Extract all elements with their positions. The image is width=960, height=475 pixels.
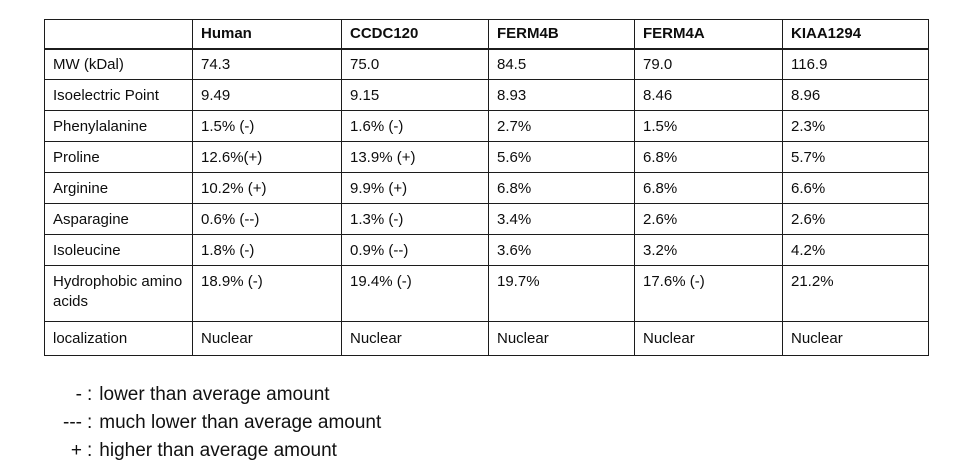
symbol-legend: - : lower than average amount --- : much… [40,381,381,465]
table-row-asparagine: Asparagine 0.6% (--) 1.3% (-) 3.4% 2.6% … [44,203,929,235]
column-header-blank [44,19,193,50]
legend-item-label: lower than average amount [99,384,330,405]
table-row-isoelectric-point: Isoelectric Point 9.49 9.15 8.93 8.46 8.… [44,79,929,111]
cell: Nuclear [192,321,342,356]
row-label: Arginine [44,172,193,204]
cell: 0.6% (--) [192,203,342,235]
cell: 5.6% [488,141,635,173]
cell: 1.6% (-) [341,110,489,142]
row-label: Isoelectric Point [44,79,193,111]
cell: 116.9 [782,48,929,80]
cell: 1.3% (-) [341,203,489,235]
legend-item-higher: + : higher than average amount [40,437,381,465]
row-label: localization [44,321,193,356]
row-label: Proline [44,141,193,173]
cell: 2.6% [634,203,783,235]
legend-item-much-lower: --- : much lower than average amount [40,409,381,437]
cell: 2.6% [782,203,929,235]
header-row: Human CCDC120 FERM4B FERM4A KIAA1294 [44,19,929,50]
cell: 17.6% (-) [634,265,783,322]
column-header-kiaa1294: KIAA1294 [782,19,929,50]
cell: 3.6% [488,234,635,266]
cell: 2.7% [488,110,635,142]
legend-item-label: higher than average amount [99,440,337,461]
legend-separator: : [87,384,93,405]
legend-item-label: much lower than average amount [99,412,382,433]
cell: 75.0 [341,48,489,80]
row-label: MW (kDal) [44,48,193,80]
row-label: Phenylalanine [44,110,193,142]
cell: Nuclear [634,321,783,356]
row-label: Hydrophobic amino acids [44,265,193,322]
table-row-proline: Proline 12.6%(+) 13.9% (+) 5.6% 6.8% 5.7… [44,141,929,173]
cell: 12.6%(+) [192,141,342,173]
cell: Nuclear [488,321,635,356]
triple-minus-symbol: --- [63,412,82,433]
row-label: Asparagine [44,203,193,235]
cell: 1.5% [634,110,783,142]
legend-separator: : [87,412,93,433]
cell: 13.9% (+) [341,141,489,173]
column-header-ferm4b: FERM4B [488,19,635,50]
cell: 9.49 [192,79,342,111]
table-row-localization: localization Nuclear Nuclear Nuclear Nuc… [44,321,929,356]
cell: 6.6% [782,172,929,204]
cell: Nuclear [782,321,929,356]
cell: 4.2% [782,234,929,266]
table-row-mw: MW (kDal) 74.3 75.0 84.5 79.0 116.9 [44,48,929,80]
cell: 8.96 [782,79,929,111]
cell: 74.3 [192,48,342,80]
table-row-arginine: Arginine 10.2% (+) 9.9% (+) 6.8% 6.8% 6.… [44,172,929,204]
cell: 1.8% (-) [192,234,342,266]
cell: 18.9% (-) [192,265,342,322]
cell: 6.8% [634,141,783,173]
cell: 0.9% (--) [341,234,489,266]
cell: 79.0 [634,48,783,80]
cell: 3.4% [488,203,635,235]
cell: 6.8% [488,172,635,204]
cell: 8.46 [634,79,783,111]
cell: 10.2% (+) [192,172,342,204]
cell: 19.4% (-) [341,265,489,322]
table-row-phenylalanine: Phenylalanine 1.5% (-) 1.6% (-) 2.7% 1.5… [44,110,929,142]
cell: 9.9% (+) [341,172,489,204]
cell: 19.7% [488,265,635,322]
table-row-hydrophobic-amino-acids: Hydrophobic amino acids 18.9% (-) 19.4% … [44,265,929,322]
table-row-isoleucine: Isoleucine 1.8% (-) 0.9% (--) 3.6% 3.2% … [44,234,929,266]
cell: 21.2% [782,265,929,322]
row-label: Isoleucine [44,234,193,266]
protein-properties-table: Human CCDC120 FERM4B FERM4A KIAA1294 MW … [44,19,929,356]
cell: 3.2% [634,234,783,266]
cell: 6.8% [634,172,783,204]
minus-symbol: - [75,384,82,405]
legend-separator: : [87,440,93,461]
column-header-human: Human [192,19,342,50]
cell: 9.15 [341,79,489,111]
legend-item-lower: - : lower than average amount [40,381,381,409]
cell: Nuclear [341,321,489,356]
column-header-ccdc120: CCDC120 [341,19,489,50]
cell: 8.93 [488,79,635,111]
cell: 2.3% [782,110,929,142]
cell: 84.5 [488,48,635,80]
cell: 5.7% [782,141,929,173]
plus-symbol: + [70,440,82,461]
cell: 1.5% (-) [192,110,342,142]
column-header-ferm4a: FERM4A [634,19,783,50]
